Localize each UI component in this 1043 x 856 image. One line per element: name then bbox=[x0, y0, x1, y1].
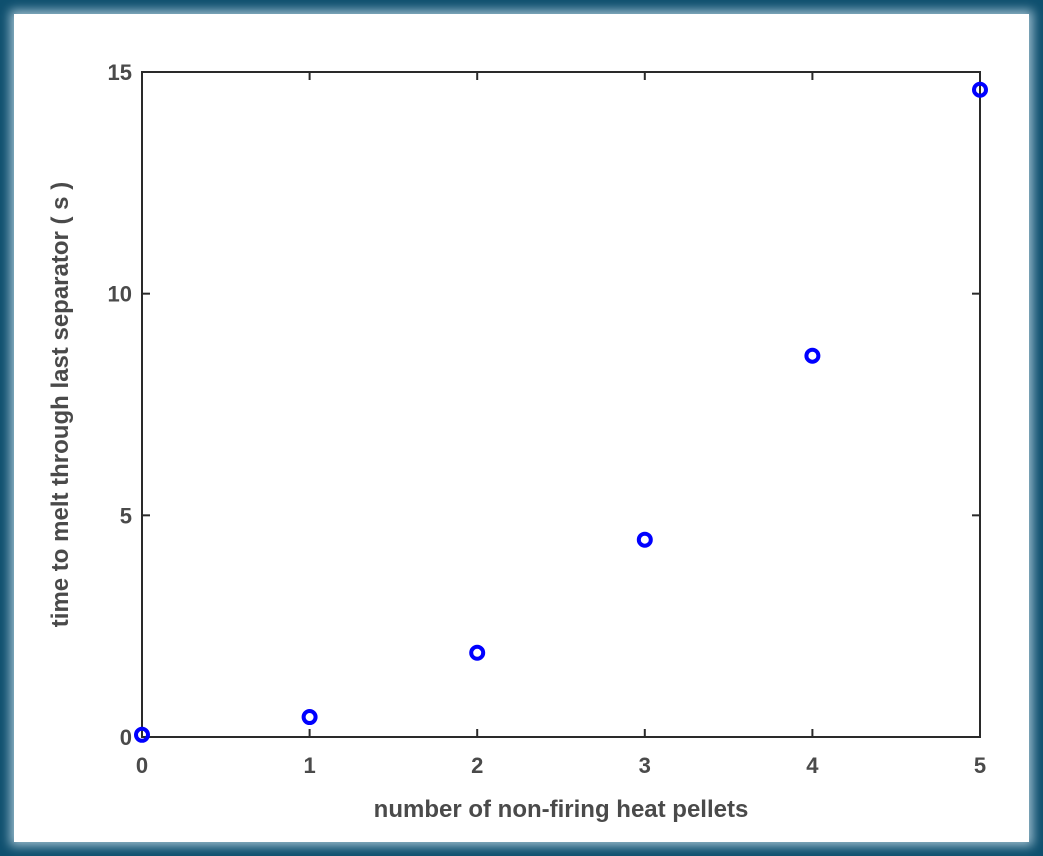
data-point bbox=[301, 709, 318, 726]
y-tick-label: 0 bbox=[120, 725, 132, 750]
data-point bbox=[636, 531, 653, 548]
y-tick-label: 5 bbox=[120, 503, 132, 528]
x-tick-label: 0 bbox=[136, 753, 148, 778]
y-tick-label: 10 bbox=[108, 282, 132, 307]
x-axis-label: number of non-firing heat pellets bbox=[374, 796, 749, 823]
data-point bbox=[134, 726, 150, 743]
data-point bbox=[972, 81, 988, 98]
x-tick-label: 4 bbox=[806, 753, 819, 778]
x-axis-ticks: 0 1 2 3 4 5 bbox=[136, 72, 986, 778]
y-axis-label: time to melt through last separator ( s … bbox=[47, 182, 74, 627]
plot-area bbox=[141, 71, 981, 738]
data-point bbox=[469, 644, 486, 661]
x-tick-label: 1 bbox=[303, 753, 315, 778]
x-tick-label: 2 bbox=[471, 753, 483, 778]
x-tick-label: 5 bbox=[974, 753, 986, 778]
y-tick-label: 15 bbox=[108, 60, 132, 85]
x-tick-label: 3 bbox=[639, 753, 651, 778]
data-point bbox=[804, 347, 821, 364]
data-points bbox=[134, 81, 988, 743]
y-axis-ticks: 0 5 10 15 bbox=[108, 60, 980, 750]
